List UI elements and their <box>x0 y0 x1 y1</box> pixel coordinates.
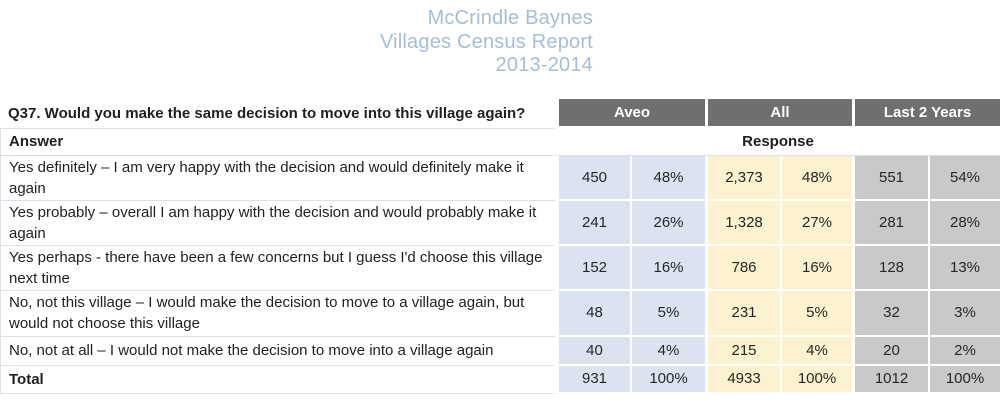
answer-cell: Yes definitely – I am very happy with th… <box>0 155 556 201</box>
report-title-line2: Villages Census Report <box>379 30 593 53</box>
all-count-cell: 1,328 <box>705 200 780 246</box>
report-title-line1: McCrindle Baynes <box>427 7 593 29</box>
aveo-count-cell: 450 <box>556 155 630 201</box>
question-header: Q37. Would you make the same decision to… <box>0 98 556 129</box>
last2years-percent-cell: 28% <box>928 200 1000 246</box>
all-count-cell: 2,373 <box>705 155 780 201</box>
table-row: No, not at all – I would not make the de… <box>0 336 1000 366</box>
column-header-aveo: Aveo <box>556 98 705 129</box>
answer-cell: No, not this village – I would make the … <box>0 290 556 337</box>
subheader-row: Answer Response <box>0 128 1000 156</box>
last2years-total-count-cell: 1012 <box>852 365 929 394</box>
all-percent-cell: 48% <box>780 155 853 201</box>
aveo-percent-cell: 4% <box>630 336 705 366</box>
aveo-count-cell: 40 <box>556 336 630 366</box>
aveo-total-percent-cell: 100% <box>630 365 705 394</box>
table-row: Yes probably – overall I am happy with t… <box>0 200 1000 246</box>
last2years-percent-cell: 2% <box>928 336 1000 366</box>
table-row: Yes perhaps - there have been a few conc… <box>0 245 1000 291</box>
all-count-cell: 215 <box>705 336 780 366</box>
all-count-cell: 231 <box>705 290 780 337</box>
all-count-cell: 786 <box>705 245 780 291</box>
aveo-count-cell: 48 <box>556 290 630 337</box>
aveo-percent-cell: 26% <box>630 200 705 246</box>
answer-cell: No, not at all – I would not make the de… <box>0 336 556 366</box>
table-row: No, not this village – I would make the … <box>0 290 1000 337</box>
last2years-total-percent-cell: 100% <box>928 365 1000 394</box>
report-title-line3: 2013-2014 <box>495 54 593 76</box>
last2years-count-cell: 128 <box>852 245 929 291</box>
aveo-percent-cell: 16% <box>630 245 705 291</box>
table-row: Yes definitely – I am very happy with th… <box>0 155 1000 201</box>
all-percent-cell: 5% <box>780 290 853 337</box>
last2years-percent-cell: 3% <box>928 290 1000 337</box>
aveo-count-cell: 152 <box>556 245 630 291</box>
all-total-percent-cell: 100% <box>780 365 853 394</box>
table-header-row: Q37. Would you make the same decision to… <box>0 98 1000 129</box>
answer-cell: Yes probably – overall I am happy with t… <box>0 200 556 246</box>
last2years-count-cell: 20 <box>852 336 929 366</box>
total-label: Total <box>0 365 556 394</box>
last2years-percent-cell: 13% <box>928 245 1000 291</box>
all-percent-cell: 16% <box>780 245 853 291</box>
q37-results-table: Q37. Would you make the same decision to… <box>0 98 1000 394</box>
answer-cell: Yes perhaps - there have been a few conc… <box>0 245 556 291</box>
aveo-percent-cell: 5% <box>630 290 705 337</box>
last2years-count-cell: 551 <box>852 155 929 201</box>
last2years-percent-cell: 54% <box>928 155 1000 201</box>
all-total-count-cell: 4933 <box>705 365 780 394</box>
all-percent-cell: 27% <box>780 200 853 246</box>
column-header-all: All <box>705 98 853 129</box>
total-row: Total 931 100% 4933 100% 1012 100% <box>0 365 1000 394</box>
aveo-percent-cell: 48% <box>630 155 705 201</box>
last2years-count-cell: 281 <box>852 200 929 246</box>
aveo-count-cell: 241 <box>556 200 630 246</box>
answer-column-header: Answer <box>0 128 556 156</box>
response-column-header: Response <box>556 128 1000 156</box>
last2years-count-cell: 32 <box>852 290 929 337</box>
column-header-last-2-years: Last 2 Years <box>852 98 1000 129</box>
aveo-total-count-cell: 931 <box>556 365 630 394</box>
report-title: McCrindle Baynes Villages Census Report … <box>0 0 593 78</box>
all-percent-cell: 4% <box>780 336 853 366</box>
